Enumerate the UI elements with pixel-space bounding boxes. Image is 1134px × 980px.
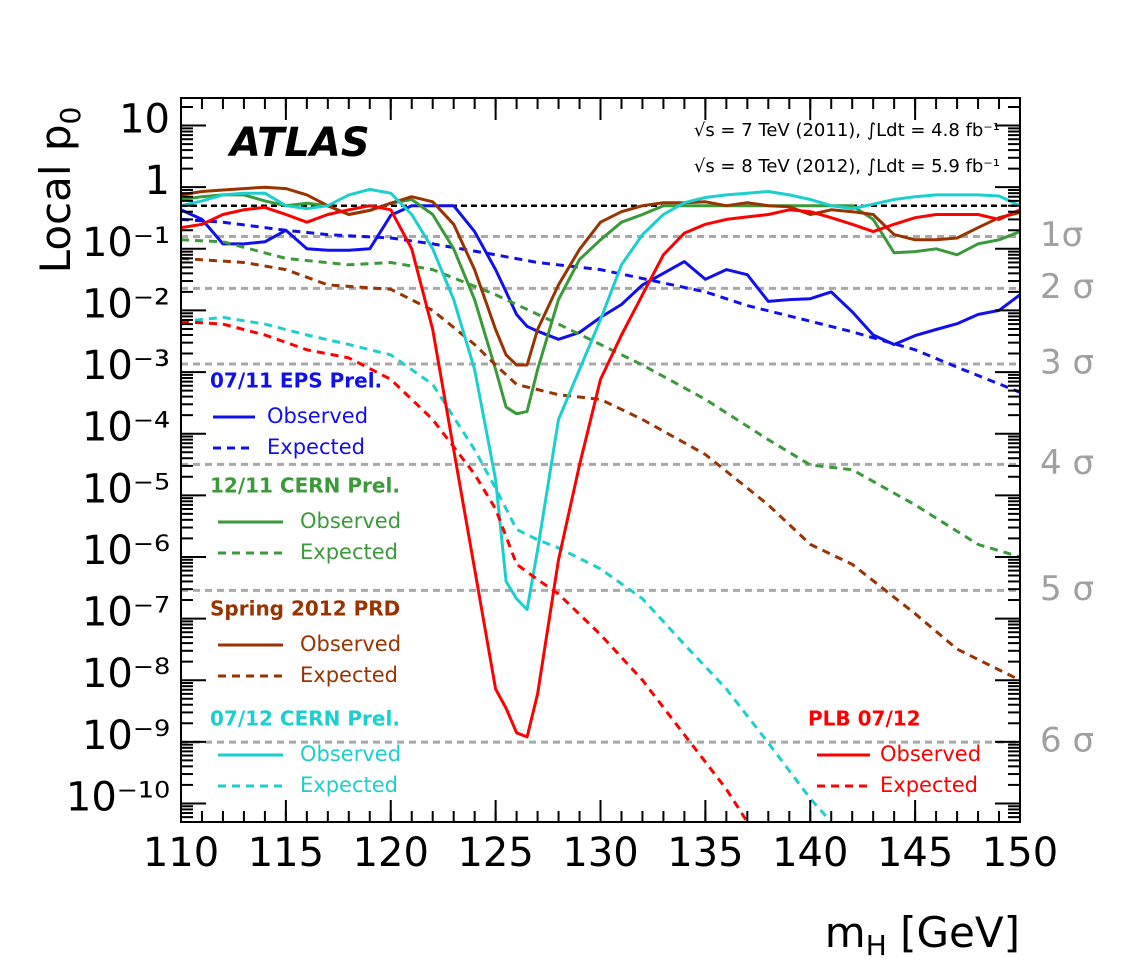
series-line (181, 204, 1020, 739)
legend-title: PLB 07/12 (808, 707, 921, 731)
y-axis-label-sub: 0 (54, 107, 87, 125)
x-tick-label: 150 (982, 830, 1058, 876)
legend-title: 12/11 CERN Prel. (210, 474, 400, 498)
y-tick-label: 10⁻⁵ (82, 466, 170, 512)
y-tick-label: 10⁻⁴ (82, 405, 170, 451)
x-axis-label-main: m (825, 908, 866, 957)
x-tick-label: 115 (248, 830, 324, 876)
x-axis-label-unit: [GeV] (887, 908, 1020, 957)
legend-label: Expected (300, 540, 398, 564)
series-line (181, 187, 1020, 612)
x-axis-label-sub: H (866, 929, 887, 962)
legend-title: Spring 2012 PRD (210, 597, 400, 621)
legend-label: Expected (880, 773, 978, 797)
y-axis-label: Local p0 (31, 107, 88, 274)
y-tick-label: 10⁻⁶ (82, 528, 170, 574)
x-tick-label: 110 (143, 830, 219, 876)
x-tick-label: 145 (877, 830, 953, 876)
annotation: √s = 8 TeV (2012), ∫Ldt = 5.9 fb⁻¹ (694, 156, 1000, 177)
x-tick-label: 140 (772, 830, 848, 876)
sigma-label: 1σ (1040, 215, 1083, 255)
plot-area (181, 185, 1020, 822)
y-tick-label: 10⁻¹⁰ (66, 774, 170, 820)
x-tick-label: 125 (457, 830, 533, 876)
sigma-label: 4 σ (1040, 443, 1094, 483)
y-tick-label: 10⁻³ (82, 343, 170, 389)
sigma-label: 2 σ (1040, 267, 1094, 307)
legend-title: 07/12 CERN Prel. (210, 707, 400, 731)
legend-label: Observed (880, 742, 981, 766)
x-tick-label: 130 (562, 830, 638, 876)
annotation: √s = 7 TeV (2011), ∫Ldt = 4.8 fb⁻¹ (694, 120, 1000, 141)
x-tick-label: 120 (353, 830, 429, 876)
chart-title: ATLAS (227, 120, 370, 166)
legend-label: Observed (300, 742, 401, 766)
y-tick-label: 10⁻⁸ (82, 651, 170, 697)
series-line (181, 256, 1020, 682)
x-axis-label: mH [GeV] (825, 908, 1020, 963)
sigma-label: 3 σ (1040, 343, 1094, 383)
y-tick-label: 10⁻⁷ (82, 590, 170, 636)
series-line (181, 320, 749, 822)
y-tick-label: 10 (119, 97, 170, 143)
legend-title: 07/11 EPS Prel. (210, 369, 382, 393)
legend-label: Expected (300, 773, 398, 797)
legend-label: Observed (267, 404, 368, 428)
x-tick-label: 135 (667, 830, 743, 876)
y-tick-label: 10⁻¹ (82, 220, 170, 266)
sigma-label: 5 σ (1040, 569, 1094, 609)
series-line (181, 315, 833, 822)
y-tick-label: 1 (145, 158, 170, 204)
legend-label: Expected (300, 663, 398, 687)
sigma-label: 6 σ (1040, 721, 1094, 761)
series-line (181, 238, 1020, 559)
series-line (181, 204, 1020, 346)
y-axis-label-main: Local p (31, 124, 80, 273)
y-tick-label: 10⁻² (82, 281, 170, 327)
series-line (181, 217, 1020, 394)
legend-label: Expected (267, 435, 365, 459)
legend-label: Observed (300, 509, 401, 533)
y-tick-label: 10⁻⁹ (82, 713, 170, 759)
legend-label: Observed (300, 632, 401, 656)
